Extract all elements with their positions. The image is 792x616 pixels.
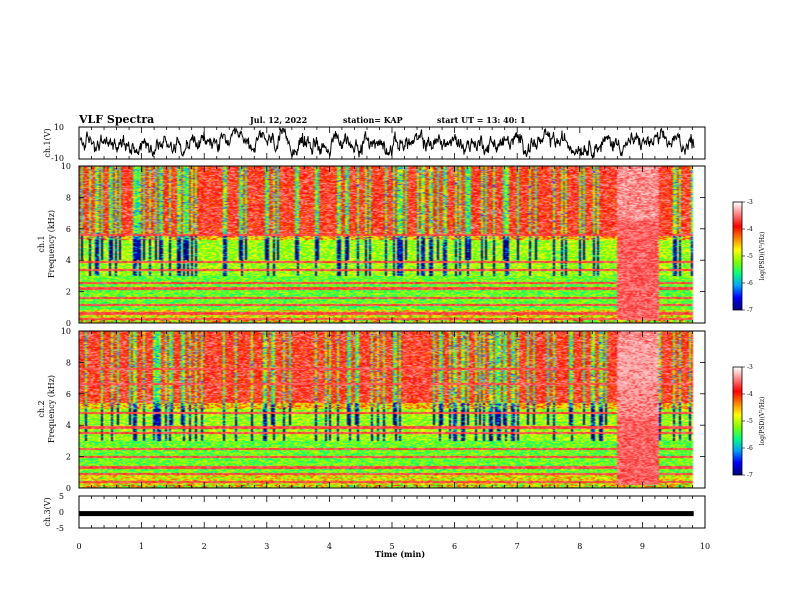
ch3-ytick-bottom: -5 xyxy=(56,524,64,533)
ch2-spectrogram-yticks: 0 2 4 6 8 10 xyxy=(61,327,705,493)
ch3-waveform-panel: 5 0 -5 ch.3(V) xyxy=(43,492,706,533)
time-tick-label: 10 xyxy=(700,542,710,551)
time-tick-label: 1 xyxy=(139,542,144,551)
time-tick-label: 4 xyxy=(327,542,332,551)
time-tick-label: 3 xyxy=(264,542,269,551)
ch1-ytick-bottom: -10 xyxy=(51,154,64,163)
ch3-ytick-top: 5 xyxy=(59,492,64,501)
freq-tick-label: 2 xyxy=(66,288,71,297)
ch3-waveform-ylabel: ch.3(V) xyxy=(43,497,52,526)
freq-tick-label: 2 xyxy=(66,453,71,462)
colorbar-tick-label: -4 xyxy=(747,391,753,398)
figure-title: VLF Spectra xyxy=(78,113,154,126)
colorbar-tick-label: -6 xyxy=(747,280,753,287)
time-axis-label: Time (min) xyxy=(375,549,425,559)
ch1-spectrogram-yticks: 0 2 4 6 8 10 xyxy=(61,162,705,328)
ch1-spectrogram-image xyxy=(79,166,705,323)
ch1-ytick-top: 10 xyxy=(54,123,64,132)
colorbar-tick-label: -3 xyxy=(747,364,753,371)
ch2-colorbar-image xyxy=(733,367,742,475)
ch1-colorbar-label: log(PSD)(V²/Hz) xyxy=(759,232,766,281)
ch1-waveform-panel: 10 -10 ch.1(V) xyxy=(43,123,706,163)
ch2-spec-ylabel-line1: ch.2 xyxy=(37,400,46,417)
ch1-waveform-trace xyxy=(79,126,695,158)
ch3-ytick-middle: 0 xyxy=(59,508,64,517)
colorbar-tick-label: -7 xyxy=(747,472,753,479)
colorbar-tick-label: -5 xyxy=(747,253,753,260)
ch3-waveform-trace xyxy=(79,511,694,517)
freq-tick-label: 10 xyxy=(61,162,71,171)
freq-tick-label: 6 xyxy=(66,390,71,399)
ch2-colorbar-label: log(PSD)(V²/Hz) xyxy=(759,397,766,446)
start-time-label: start UT = 13: 40: 1 xyxy=(437,115,526,125)
ch2-spec-ylabel-line2: Frequency (kHz) xyxy=(47,375,56,443)
colorbar-tick-label: -7 xyxy=(747,307,753,314)
time-tick-label: 5 xyxy=(389,542,394,551)
freq-tick-label: 4 xyxy=(66,256,71,265)
time-axis-ticks xyxy=(78,127,706,528)
station-label: station= KAP xyxy=(343,115,403,125)
freq-tick-label: 4 xyxy=(66,421,71,430)
ch1-colorbar-image xyxy=(733,202,742,310)
date-label: Jul. 12, 2022 xyxy=(249,115,307,125)
ch1-spec-ylabel-line1: ch.1 xyxy=(37,235,46,252)
colorbar-tick-label: -4 xyxy=(747,226,753,233)
colorbar-tick-label: -6 xyxy=(747,445,753,452)
ch2-colorbar-ticks: -3 -4 -5 -6 -7 xyxy=(742,364,753,479)
time-tick-label: 7 xyxy=(515,542,520,551)
freq-tick-label: 10 xyxy=(61,327,71,336)
ch2-spectrogram-image xyxy=(79,331,705,488)
ch1-colorbar-ticks: -3 -4 -5 -6 -7 xyxy=(742,199,753,314)
time-tick-label: 6 xyxy=(452,542,457,551)
freq-tick-label: 0 xyxy=(66,319,71,328)
time-axis-labels: 0 1 2 3 4 5 6 7 8 9 10 xyxy=(76,542,710,551)
colorbar-tick-label: -3 xyxy=(747,199,753,206)
ch1-waveform-ylabel: ch.1(V) xyxy=(43,128,52,157)
freq-tick-label: 8 xyxy=(66,193,71,202)
time-tick-label: 9 xyxy=(640,542,645,551)
time-tick-label: 8 xyxy=(577,542,582,551)
freq-tick-label: 8 xyxy=(66,358,71,367)
time-tick-label: 2 xyxy=(202,542,207,551)
time-tick-label: 0 xyxy=(76,542,81,551)
freq-tick-label: 6 xyxy=(66,225,71,234)
colorbar-tick-label: -5 xyxy=(747,418,753,425)
ch1-spec-ylabel-line2: Frequency (kHz) xyxy=(47,210,56,278)
freq-tick-label: 0 xyxy=(66,484,71,493)
